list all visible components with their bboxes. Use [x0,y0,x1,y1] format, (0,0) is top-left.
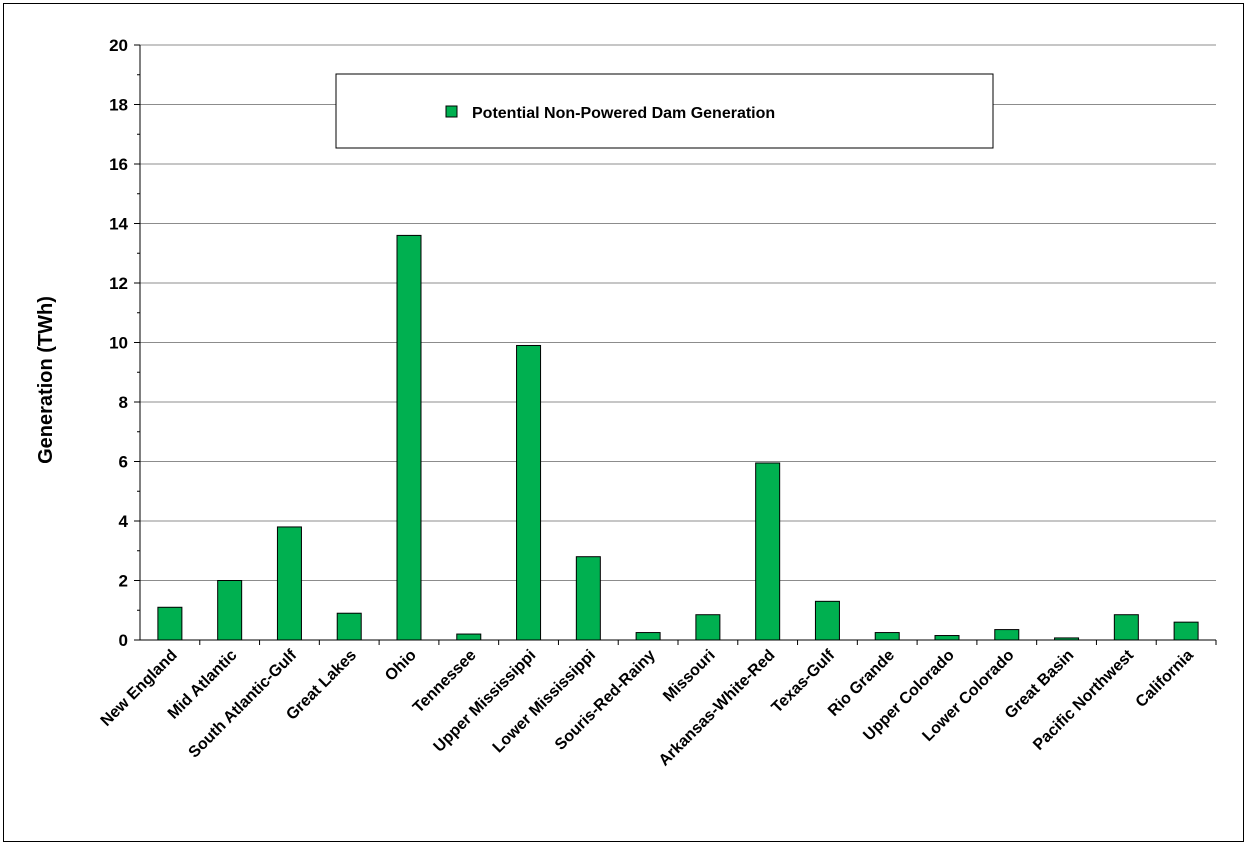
bar-pacific-northwest [1113,614,1139,641]
bar-south-atlantic-gulf [276,526,302,641]
y-tick-label: 16 [109,155,128,174]
y-tick-labels: 0 2 4 6 8 10 12 14 16 18 20 [109,36,128,650]
y-tick-label: 4 [119,512,129,531]
x-tick-label: California [1133,647,1197,711]
bar-souris-red-rainy [635,632,661,641]
y-tick-label: 18 [109,96,128,115]
x-tick-label: Missouri [660,647,719,706]
bar-upper-colorado [934,635,960,641]
x-tick-label: Ohio [382,647,420,685]
legend: Potential Non-Powered Dam Generation [335,73,994,149]
y-tick-label: 14 [109,215,128,234]
y-tick-label: 2 [119,572,128,591]
x-tick-label: Lower Mississippi [490,647,599,756]
bars [157,234,1199,641]
bar-california [1173,621,1199,641]
bar-missouri [695,614,721,641]
bar-lower-colorado [994,629,1020,641]
bar-texas-gulf [814,600,840,641]
y-tick-label: 12 [109,274,128,293]
y-tick-label: 6 [119,453,128,472]
bar-arkansas-white-red [755,462,781,641]
bar-new-england [157,606,183,641]
y-axis-label: Generation (TWh) [35,296,57,464]
x-tick-label: New England [98,647,181,730]
axes [134,44,1217,645]
legend-label: Potential Non-Powered Dam Generation [472,105,775,122]
y-tick-label: 0 [119,631,128,650]
y-tick-label: 8 [119,393,128,412]
bar-mid-atlantic [217,580,243,641]
x-tick-label: Arkansas-White-Red [656,647,779,770]
y-tick-label: 20 [109,36,128,55]
bar-rio-grande [874,632,900,641]
bar-great-basin [1054,637,1080,641]
x-tick-label: Pacific Northwest [1030,646,1137,753]
y-tick-label: 10 [109,334,128,353]
x-tick-label: Souris-Red-Rainy [552,647,659,754]
legend-swatch [445,105,458,118]
bar-great-lakes [336,612,362,641]
x-tick-label: Upper Mississippi [431,647,540,756]
bar-ohio [396,234,422,641]
x-tick-label: South Atlantic-Gulf [186,646,301,761]
bar-upper-mississippi [516,344,542,641]
bar-lower-mississippi [575,556,601,641]
bar-tennessee [456,633,482,641]
